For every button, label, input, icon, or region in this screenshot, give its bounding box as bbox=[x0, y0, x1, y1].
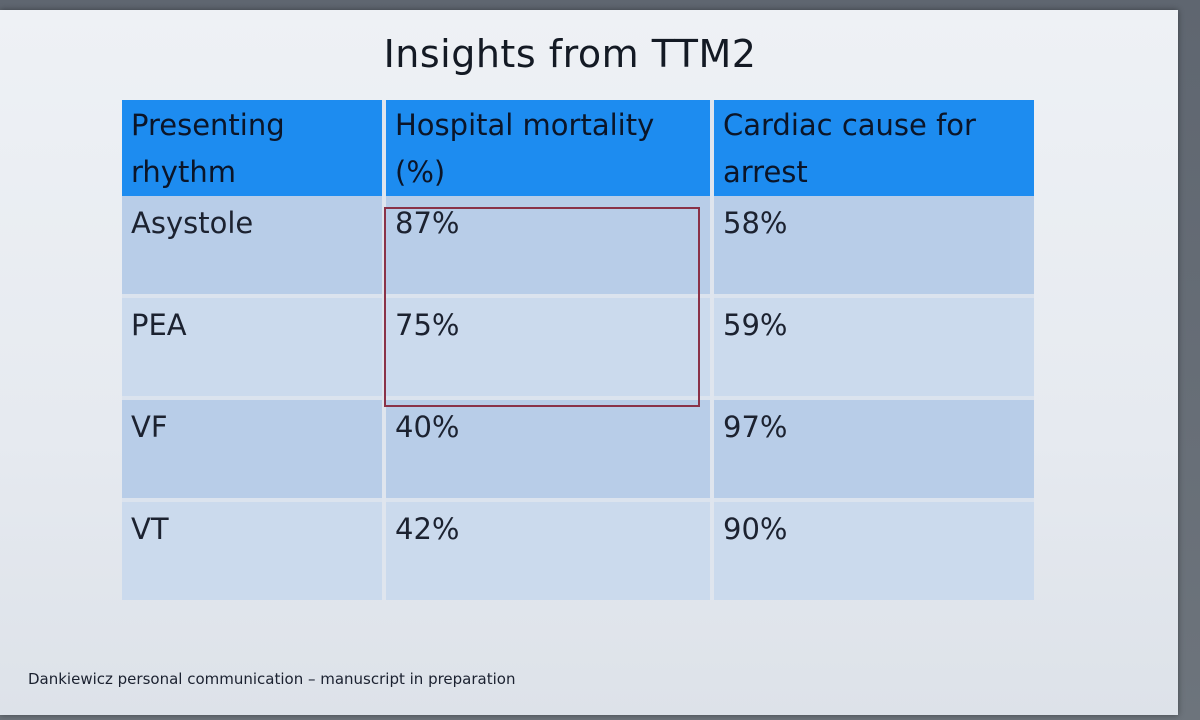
footnote: Dankiewicz personal communication – manu… bbox=[28, 670, 516, 688]
cell-rhythm: VF bbox=[122, 396, 386, 500]
table-row: Asystole 87% 58% bbox=[122, 196, 1034, 296]
cell-cardiac-cause: 90% bbox=[712, 498, 1034, 600]
cell-cardiac-cause: 59% bbox=[712, 294, 1034, 398]
header-presenting-rhythm: Presenting rhythm bbox=[122, 100, 386, 196]
cell-mortality: 40% bbox=[384, 396, 714, 500]
cell-rhythm: Asystole bbox=[122, 196, 386, 296]
table-header-row: Presenting rhythm Hospital mortality (%)… bbox=[122, 100, 1034, 196]
cell-rhythm: PEA bbox=[122, 294, 386, 398]
table-row: PEA 75% 59% bbox=[122, 294, 1034, 398]
cell-mortality: 87% bbox=[384, 196, 714, 296]
cell-cardiac-cause: 58% bbox=[712, 196, 1034, 296]
slide: Insights from TTM2 Presenting rhythm Hos… bbox=[0, 10, 1178, 715]
cell-mortality: 75% bbox=[384, 294, 714, 398]
slide-title: Insights from TTM2 bbox=[383, 32, 757, 76]
cell-rhythm: VT bbox=[122, 498, 386, 600]
data-table: Presenting rhythm Hospital mortality (%)… bbox=[122, 100, 1034, 600]
header-cardiac-cause: Cardiac cause for arrest bbox=[712, 100, 1034, 196]
cell-mortality: 42% bbox=[384, 498, 714, 600]
header-hospital-mortality: Hospital mortality (%) bbox=[384, 100, 714, 196]
table-row: VT 42% 90% bbox=[122, 498, 1034, 600]
table-row: VF 40% 97% bbox=[122, 396, 1034, 500]
cell-cardiac-cause: 97% bbox=[712, 396, 1034, 500]
